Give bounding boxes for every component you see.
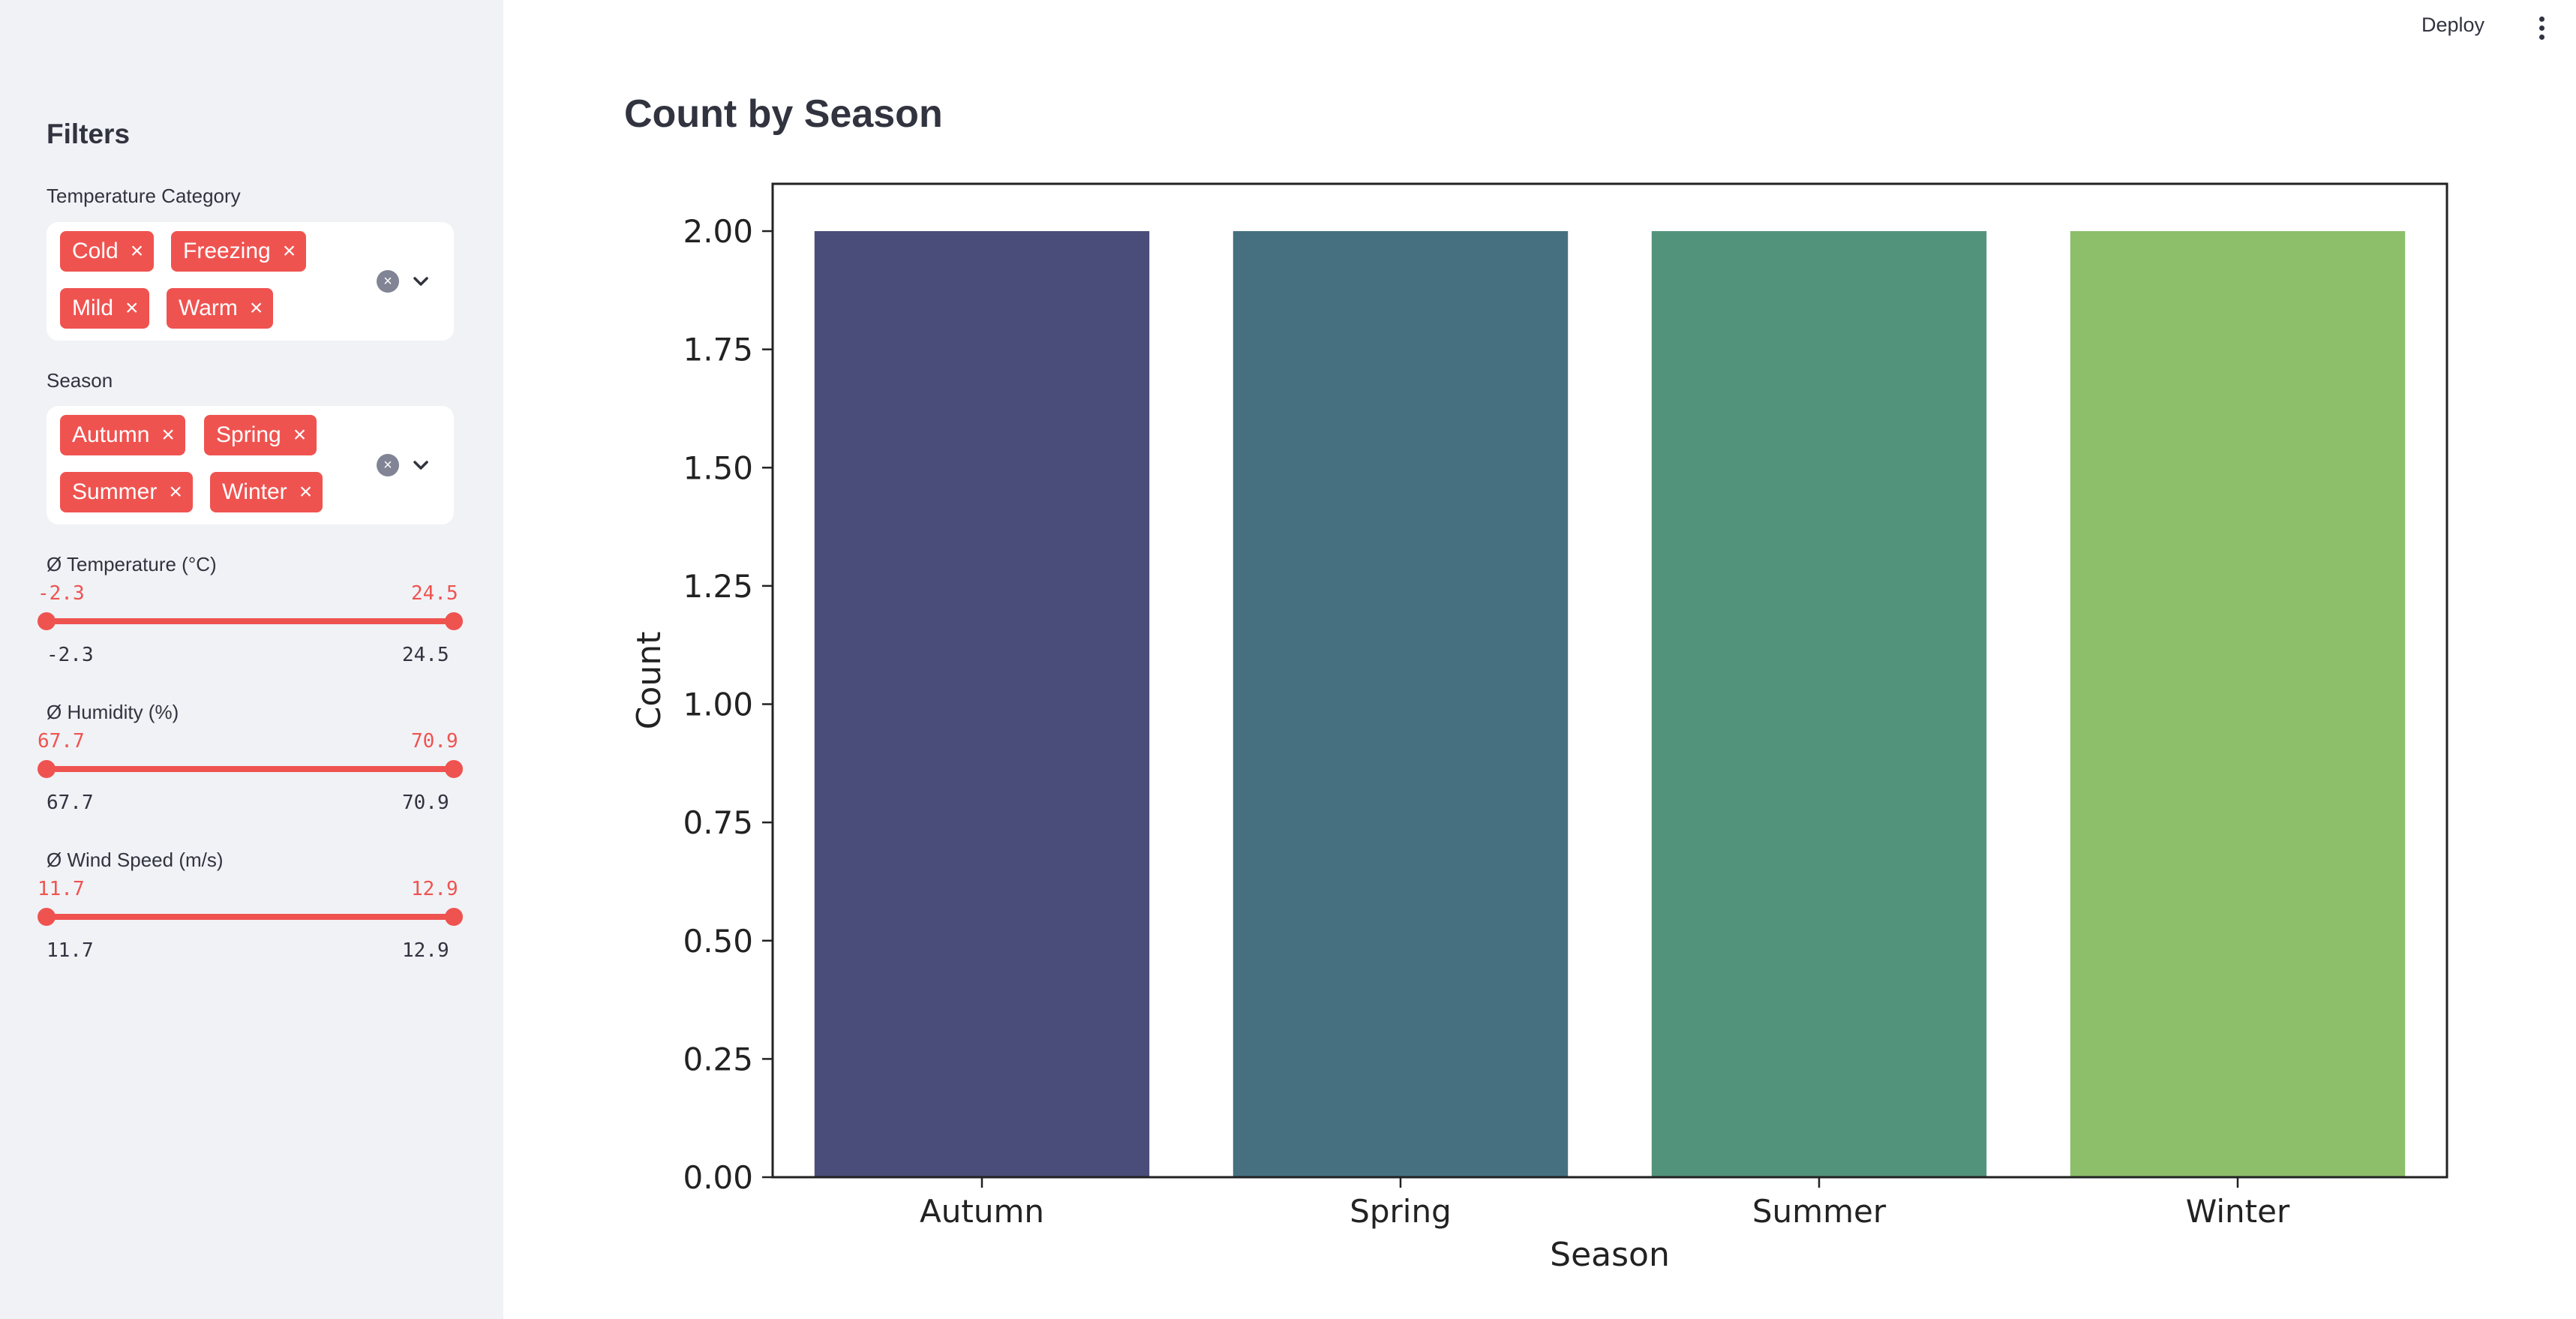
season-multiselect[interactable]: Autumn × Spring × Summer × Winter × ×: [47, 406, 454, 524]
y-tick-label: 1.50: [683, 449, 753, 486]
bar-spring: [1232, 231, 1569, 1177]
x-axis-label: Season: [1550, 1236, 1670, 1274]
chip-temperature: Cold ×: [60, 231, 155, 272]
y-axis-label: Count: [630, 632, 668, 730]
remove-chip-icon[interactable]: ×: [125, 296, 139, 320]
chip-temperature: Warm ×: [167, 288, 274, 329]
temperature-slider-high-value: 24.5: [411, 582, 458, 605]
humidity-slider-high-value: 70.9: [411, 730, 458, 753]
wind-speed-slider-high-value: 12.9: [411, 878, 458, 900]
y-tick-label: 1.00: [683, 687, 753, 723]
season-label: Season: [47, 369, 113, 392]
x-tick-label: Winter: [2186, 1193, 2290, 1230]
y-tick-label: 1.25: [683, 568, 753, 605]
chevron-down-icon[interactable]: [410, 454, 432, 476]
temperature-slider-track[interactable]: [47, 618, 454, 624]
deploy-button[interactable]: Deploy: [2421, 14, 2485, 36]
temperature-slider-max: 24.5: [402, 644, 449, 666]
bar-autumn: [814, 231, 1150, 1177]
y-tick-label: 0.50: [683, 923, 753, 960]
clear-all-icon[interactable]: ×: [377, 454, 399, 476]
wind-speed-slider-min: 11.7: [47, 939, 94, 962]
humidity-slider-track[interactable]: [47, 766, 454, 772]
y-tick-label: 1.75: [683, 332, 753, 368]
wind-speed-slider-low-value: 11.7: [38, 878, 85, 900]
y-tick-label: 0.00: [683, 1159, 753, 1196]
humidity-slider-low-thumb[interactable]: [38, 760, 56, 778]
chip-season: Summer ×: [60, 472, 193, 512]
chevron-down-icon[interactable]: [410, 270, 432, 293]
wind-speed-slider-track[interactable]: [47, 914, 454, 920]
remove-chip-icon[interactable]: ×: [130, 239, 144, 263]
remove-chip-icon[interactable]: ×: [169, 479, 182, 504]
temperature-slider-high-thumb[interactable]: [445, 612, 463, 630]
humidity-slider-high-thumb[interactable]: [445, 760, 463, 778]
bar-winter: [2070, 231, 2406, 1177]
y-tick-label: 0.75: [683, 804, 753, 841]
humidity-slider-low-value: 67.7: [38, 730, 85, 753]
temperature-slider-min: -2.3: [47, 644, 94, 666]
temperature-slider-low-value: -2.3: [38, 582, 85, 605]
temperature-category-label: Temperature Category: [47, 185, 241, 207]
chip-season: Winter ×: [210, 472, 323, 512]
temperature-slider-label: Ø Temperature (°C): [47, 553, 217, 575]
wind-speed-slider-low-thumb[interactable]: [38, 908, 56, 926]
chip-temperature: Freezing ×: [171, 231, 307, 272]
y-tick-label: 0.25: [683, 1041, 753, 1077]
bar-summer: [1651, 231, 1987, 1177]
remove-chip-icon[interactable]: ×: [249, 296, 263, 320]
x-tick-label: Autumn: [920, 1193, 1044, 1230]
sidebar-title: Filters: [47, 119, 131, 149]
humidity-slider-min: 67.7: [47, 792, 94, 814]
vertical-ellipsis-icon[interactable]: [2534, 17, 2549, 42]
chip-season: Spring ×: [204, 415, 317, 455]
remove-chip-icon[interactable]: ×: [293, 422, 307, 447]
sidebar: Filters Temperature Category Cold × Free…: [0, 0, 503, 1319]
remove-chip-icon[interactable]: ×: [161, 422, 175, 447]
humidity-slider-label: Ø Humidity (%): [47, 701, 179, 723]
remove-chip-icon[interactable]: ×: [282, 239, 296, 263]
x-tick-label: Spring: [1350, 1193, 1452, 1230]
y-tick-label: 2.00: [683, 213, 753, 250]
temperature-slider-low-thumb[interactable]: [38, 612, 56, 630]
x-tick-label: Summer: [1752, 1193, 1887, 1230]
humidity-slider-max: 70.9: [402, 792, 449, 814]
wind-speed-slider-max: 12.9: [402, 939, 449, 962]
chip-season: Autumn ×: [60, 415, 185, 455]
page-title: Count by Season: [624, 92, 943, 136]
bar-chart: Autumn Spring Summer Winter 0.00 0.25 0.50 0.75…: [630, 182, 2448, 1274]
wind-speed-slider-high-thumb[interactable]: [445, 908, 463, 926]
temperature-category-multiselect[interactable]: Cold × Freezing × Mild × Warm × ×: [47, 222, 454, 341]
chip-temperature: Mild ×: [60, 288, 149, 329]
clear-all-icon[interactable]: ×: [377, 270, 399, 293]
remove-chip-icon[interactable]: ×: [299, 479, 313, 504]
wind-speed-slider-label: Ø Wind Speed (m/s): [47, 849, 224, 871]
plot-frame: [771, 182, 2448, 1179]
